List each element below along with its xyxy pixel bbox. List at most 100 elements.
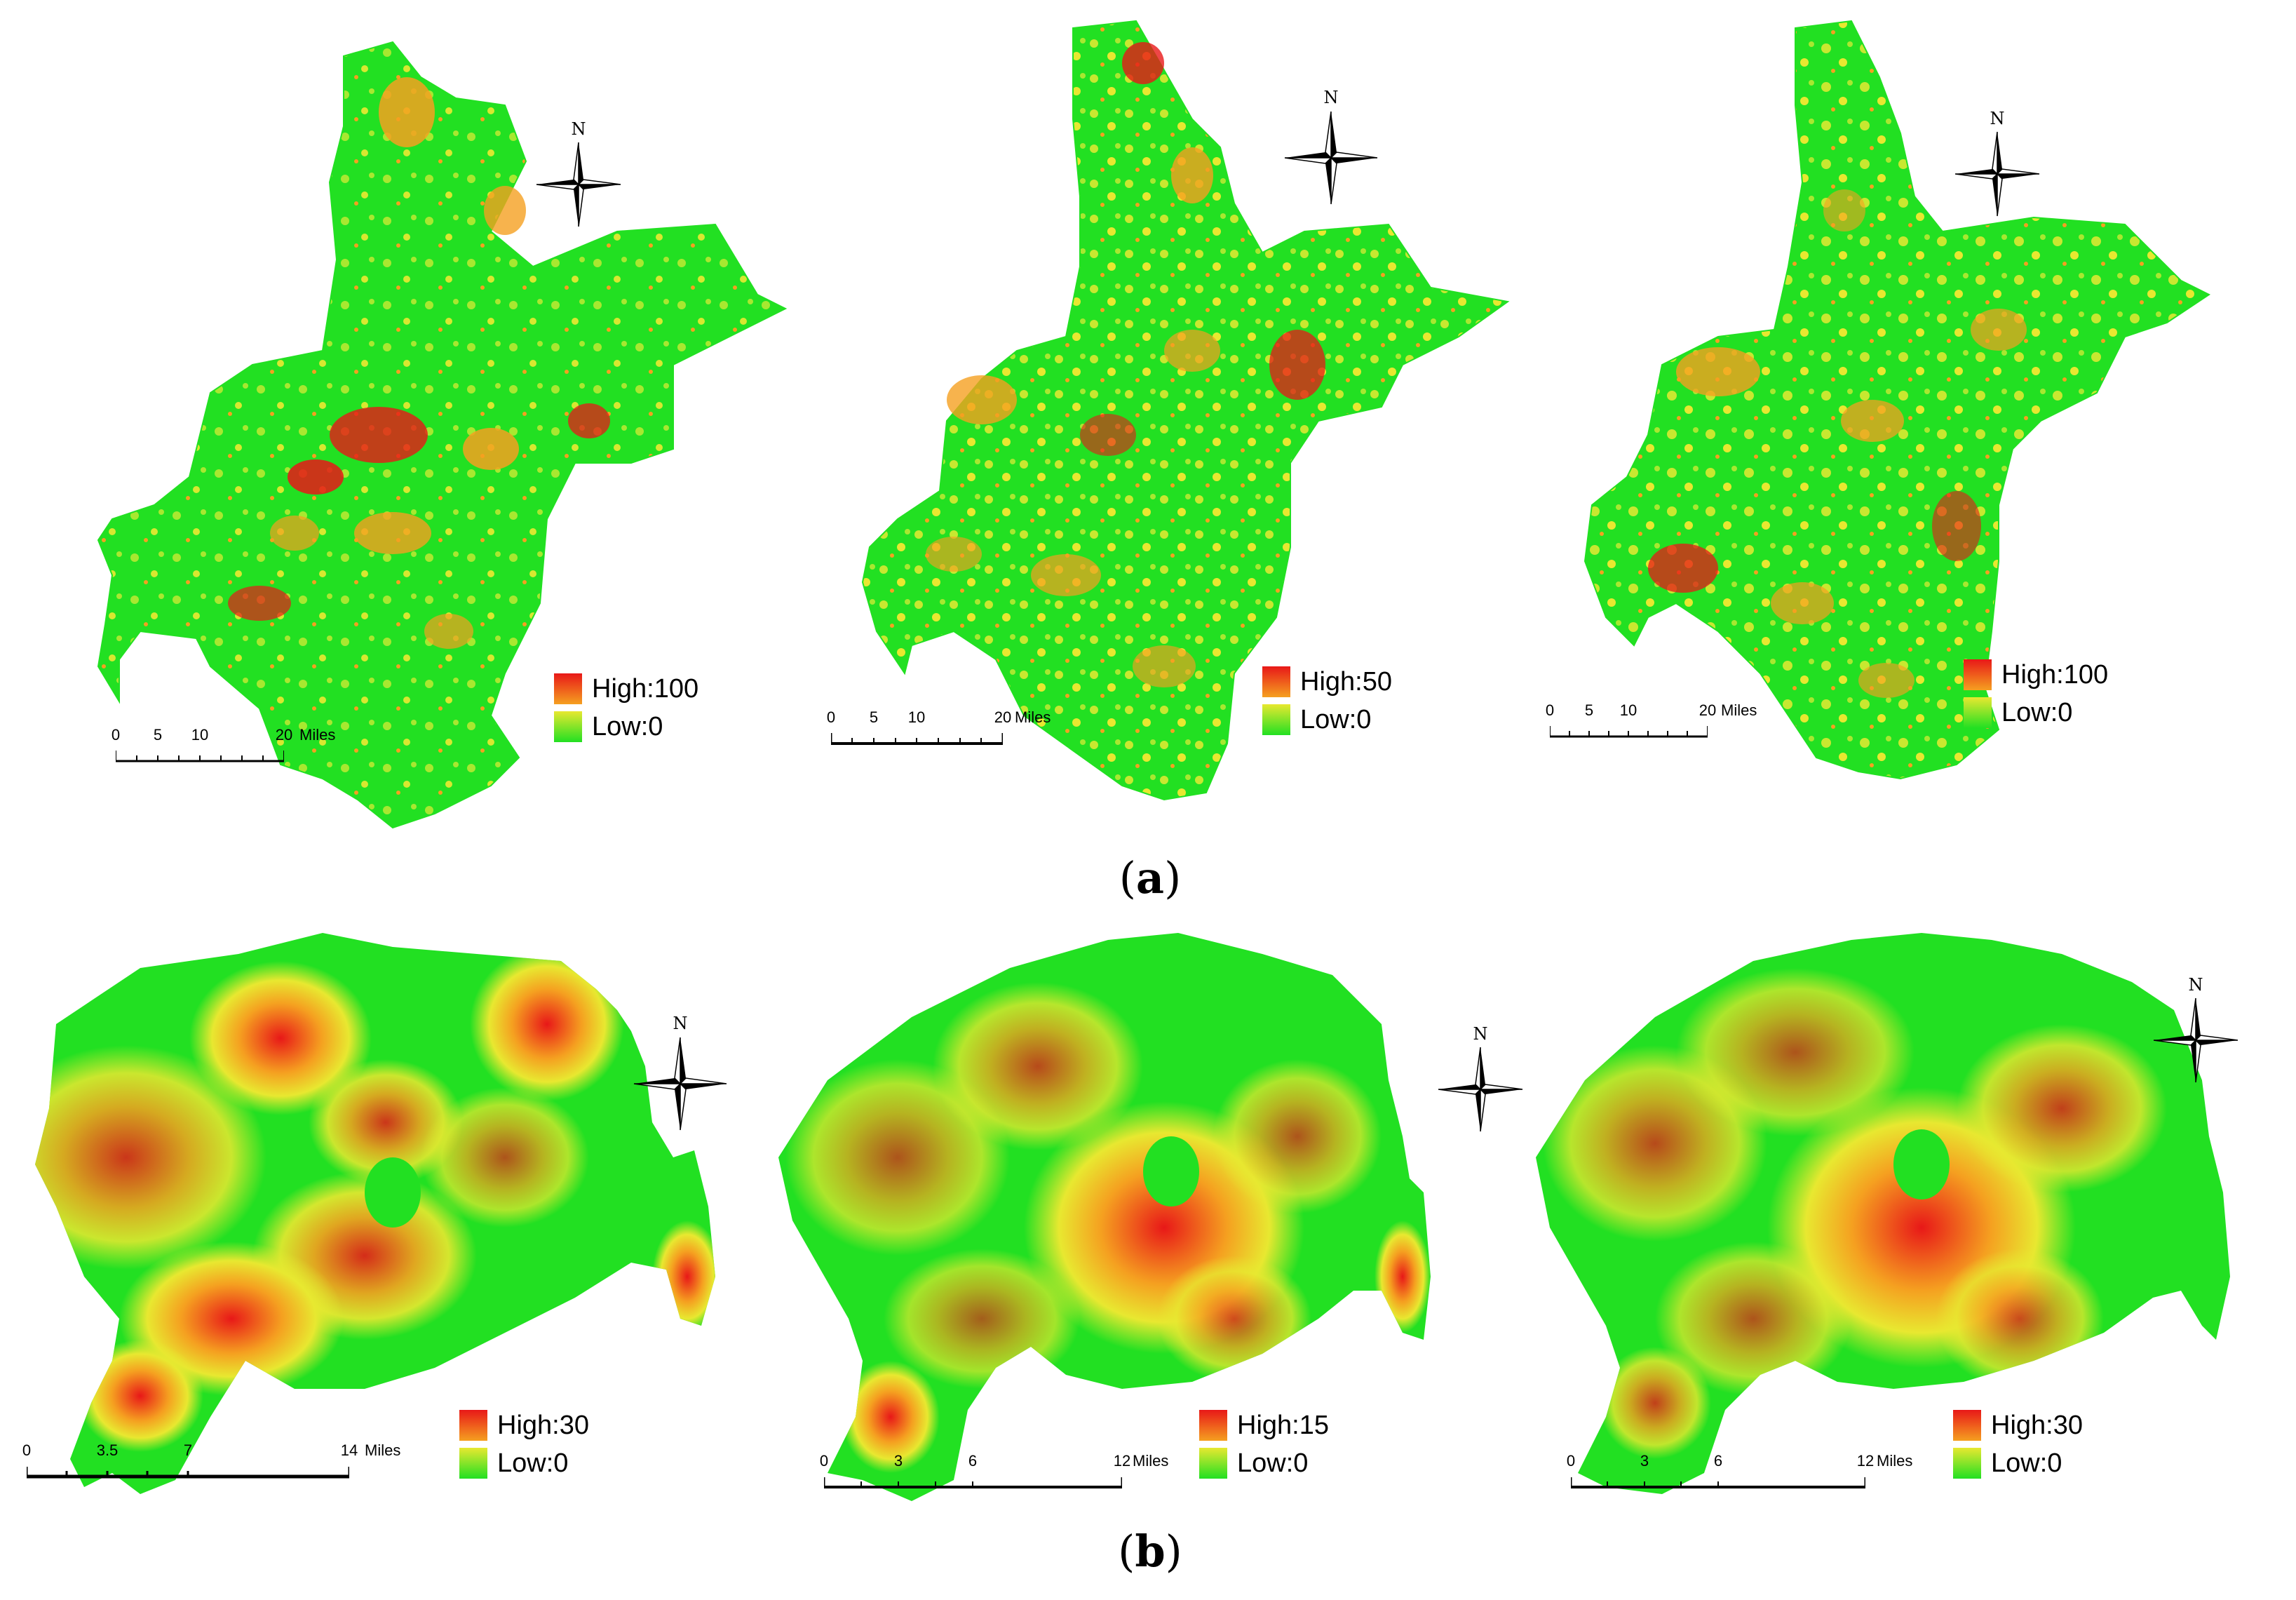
legend-low-swatch bbox=[1262, 704, 1290, 735]
scale-tick-label: 0 bbox=[22, 1441, 32, 1459]
scale-unit: Miles bbox=[1015, 708, 1051, 726]
scale-tick-label: 0 bbox=[826, 708, 836, 726]
legend-low-row: Low:0 bbox=[1199, 1444, 1329, 1482]
compass-icon bbox=[1954, 131, 2040, 217]
legend-high-row: High:30 bbox=[459, 1406, 589, 1444]
region-map-a1 bbox=[97, 41, 788, 829]
legend-high-swatch bbox=[459, 1410, 487, 1441]
scale-tick-label: 12 bbox=[1856, 1452, 1875, 1470]
map-panel-a3 bbox=[1508, 0, 2296, 842]
scale-bar-line bbox=[831, 733, 1003, 745]
scale-bar-line bbox=[27, 1467, 349, 1479]
compass-icon bbox=[2153, 997, 2238, 1083]
legend-a3: High:100 Low:0 bbox=[1964, 656, 2108, 732]
scale-tick-label: 6 bbox=[1713, 1452, 1723, 1470]
legend-low-label: Low:0 bbox=[497, 1448, 569, 1478]
scale-tick-label: 20 bbox=[1699, 701, 1717, 719]
legend-high-swatch bbox=[554, 673, 582, 704]
compass-icon bbox=[536, 142, 621, 227]
scale-tick-label: 0 bbox=[1545, 701, 1555, 719]
map-panel-b2 bbox=[771, 926, 1529, 1529]
legend-low-label: Low:0 bbox=[592, 712, 663, 741]
north-label: N bbox=[1473, 1024, 1488, 1044]
legend-low-row: Low:0 bbox=[459, 1444, 589, 1482]
legend-high-swatch bbox=[1199, 1410, 1227, 1441]
legend-b2: High:15 Low:0 bbox=[1199, 1406, 1329, 1482]
region-map-b3 bbox=[1536, 933, 2230, 1494]
map-panel-a1 bbox=[0, 0, 788, 842]
scale-bar-line bbox=[1571, 1477, 1865, 1488]
scale-unit: Miles bbox=[1721, 701, 1757, 719]
legend-a2: High:50 Low:0 bbox=[1262, 663, 1392, 739]
scale-bar-line bbox=[1550, 726, 1708, 738]
legend-low-row: Low:0 bbox=[554, 708, 698, 746]
north-arrow-b3: N bbox=[2152, 975, 2240, 1084]
hotspots-a1 bbox=[228, 77, 610, 649]
scale-tick-label: 20 bbox=[275, 726, 293, 744]
hotspots-a2 bbox=[926, 42, 1325, 687]
legend-high-label: High:30 bbox=[1991, 1411, 2083, 1440]
north-label: N bbox=[2188, 975, 2203, 995]
legend-low-row: Low:0 bbox=[1964, 694, 2108, 732]
legend-low-label: Low:0 bbox=[1300, 705, 1372, 734]
scale-tick-label: 12 bbox=[1113, 1452, 1131, 1470]
scale-tick-label: 14 bbox=[340, 1441, 358, 1459]
legend-high-row: High:30 bbox=[1953, 1406, 2083, 1444]
scale-tick-label: 20 bbox=[994, 708, 1012, 726]
north-label: N bbox=[673, 1014, 688, 1033]
legend-low-swatch bbox=[1964, 697, 1992, 728]
compass-icon bbox=[633, 1037, 727, 1131]
scale-tick-label: 0 bbox=[819, 1452, 829, 1470]
map-panel-b1 bbox=[0, 926, 771, 1529]
scale-tick-label: 5 bbox=[153, 726, 163, 744]
legend-low-label: Low:0 bbox=[1237, 1448, 1309, 1478]
legend-high-swatch bbox=[1262, 666, 1290, 697]
region-map-a3 bbox=[1583, 20, 2210, 780]
legend-high-label: High:100 bbox=[2001, 660, 2109, 690]
legend-low-label: Low:0 bbox=[2001, 698, 2073, 727]
scale-tick-label: 10 bbox=[907, 708, 926, 726]
north-label: N bbox=[1323, 88, 1339, 107]
map-panel-a2 bbox=[771, 0, 1510, 842]
map-panel-b3 bbox=[1529, 926, 2296, 1529]
legend-high-swatch bbox=[1964, 659, 1992, 690]
legend-low-row: Low:0 bbox=[1262, 701, 1392, 739]
legend-high-row: High:50 bbox=[1262, 663, 1392, 701]
legend-high-swatch bbox=[1953, 1410, 1981, 1441]
scale-tick-label: 10 bbox=[1619, 701, 1637, 719]
compass-icon bbox=[1284, 111, 1378, 205]
scale-tick-label: 10 bbox=[191, 726, 209, 744]
legend-low-swatch bbox=[1953, 1448, 1981, 1479]
caption-a: (a) bbox=[1119, 852, 1182, 903]
legend-low-label: Low:0 bbox=[1991, 1448, 2062, 1478]
legend-low-swatch bbox=[459, 1448, 487, 1479]
legend-low-swatch bbox=[1199, 1448, 1227, 1479]
legend-low-swatch bbox=[554, 711, 582, 742]
caption-letter: b bbox=[1135, 1526, 1166, 1577]
scale-tick-label: 3 bbox=[1640, 1452, 1649, 1470]
scale-bar-line bbox=[116, 751, 284, 762]
legend-low-row: Low:0 bbox=[1953, 1444, 2083, 1482]
scale-unit: Miles bbox=[365, 1441, 401, 1459]
legend-high-row: High:100 bbox=[554, 670, 698, 708]
north-arrow-a1: N bbox=[534, 119, 623, 229]
caption-b: (b) bbox=[1118, 1526, 1182, 1577]
legend-high-label: High:50 bbox=[1300, 667, 1392, 697]
scale-unit: Miles bbox=[1133, 1452, 1169, 1470]
hotspots-a3 bbox=[1648, 189, 2027, 698]
legend-b1: High:30 Low:0 bbox=[459, 1406, 589, 1482]
scale-tick-label: 7 bbox=[183, 1441, 193, 1459]
region-map-b1 bbox=[35, 933, 715, 1494]
north-arrow-a2: N bbox=[1282, 88, 1380, 207]
scale-tick-label: 3.5 bbox=[96, 1441, 119, 1459]
scale-tick-label: 3 bbox=[893, 1452, 903, 1470]
legend-high-label: High:30 bbox=[497, 1411, 589, 1440]
scale-tick-label: 5 bbox=[869, 708, 879, 726]
region-map-a2 bbox=[861, 20, 1510, 801]
legend-b3: High:30 Low:0 bbox=[1953, 1406, 2083, 1482]
legend-high-row: High:15 bbox=[1199, 1406, 1329, 1444]
compass-icon bbox=[1438, 1047, 1523, 1132]
caption-letter: a bbox=[1135, 852, 1165, 903]
legend-a1: High:100 Low:0 bbox=[554, 670, 698, 746]
